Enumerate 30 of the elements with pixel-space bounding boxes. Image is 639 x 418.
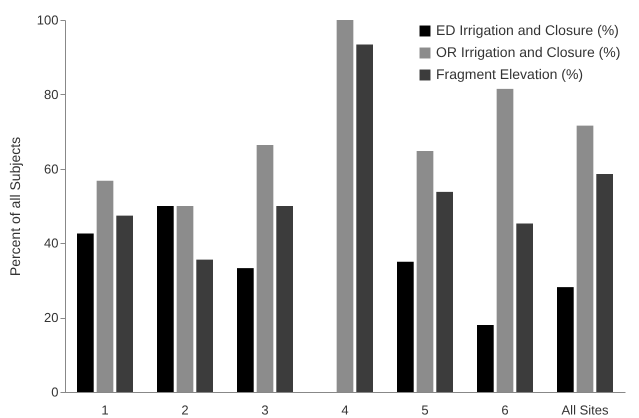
- y-tick-label: 60: [44, 161, 58, 176]
- x-tick-label: 6: [501, 402, 509, 418]
- x-tick-label: 2: [181, 402, 189, 418]
- bar: [397, 262, 414, 392]
- bar: [116, 216, 133, 392]
- bar: [157, 206, 174, 392]
- x-tick-label: 1: [101, 402, 109, 418]
- bar: [237, 268, 254, 392]
- bar: [276, 206, 293, 392]
- bar: [77, 234, 94, 392]
- legend-label: ED Irrigation and Closure (%): [436, 22, 619, 38]
- y-tick-label: 40: [44, 236, 58, 251]
- legend-label: Fragment Elevation (%): [436, 66, 584, 82]
- y-tick-label: 100: [36, 12, 58, 28]
- bar: [436, 192, 453, 392]
- x-tick-label: 3: [261, 402, 269, 418]
- y-axis-title: Percent of all Subjects: [6, 136, 23, 276]
- y-tick-label: 80: [44, 86, 58, 102]
- x-tick-label: All Sites: [562, 402, 609, 418]
- bar: [477, 325, 494, 392]
- y-tick-label: 20: [44, 310, 58, 326]
- bar: [557, 287, 574, 392]
- bar: [196, 260, 213, 392]
- legend-label: OR Irrigation and Closure (%): [436, 44, 620, 60]
- x-tick-label: 4: [341, 402, 349, 418]
- bar: [516, 223, 533, 392]
- y-tick-label: 0: [51, 384, 58, 400]
- bar: [596, 174, 613, 392]
- bar: [356, 44, 373, 392]
- x-tick-label: 5: [421, 402, 429, 418]
